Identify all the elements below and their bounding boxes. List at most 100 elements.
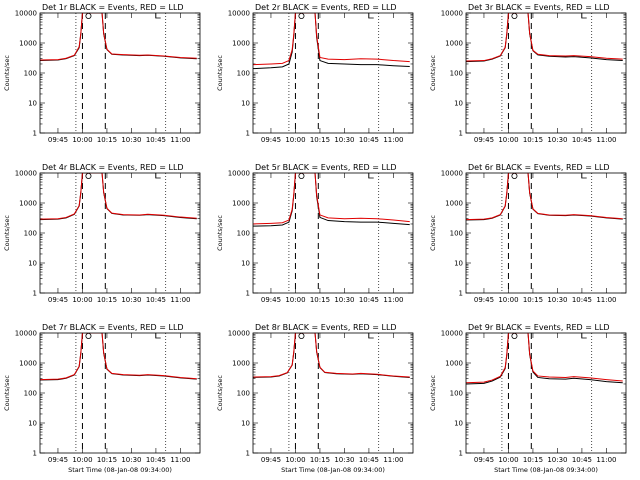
y-tick-label: 1 [246,130,250,138]
plot-frame [252,12,414,134]
circle-marker [85,172,92,179]
x-tick-label: 10:30 [547,136,567,144]
y-tick-label: 1000 [232,360,250,368]
y-tick-label: 100 [24,70,37,78]
x-tick-label: 11:00 [383,296,403,304]
x-tick-label: 10:15 [310,136,330,144]
y-tick-label: 10 [28,100,37,108]
y-tick-label: 10 [28,420,37,428]
series-line-events [466,173,623,221]
y-tick-label: 10000 [15,170,37,178]
x-tick-label: 10:45 [359,296,379,304]
chart-panel-7: Det 7r BLACK = Events, RED = LLD Counts/s… [3,323,201,474]
plot-frame [39,12,201,134]
y-tick-label: 1000 [232,40,250,48]
x-tick-label: 10:30 [121,136,141,144]
chart-panel-4: Det 4r BLACK = Events, RED = LLD Counts/s… [3,163,201,304]
y-tick-label: 10 [454,100,463,108]
y-tick-label: 10 [241,260,250,268]
x-tick-label: 10:30 [334,136,354,144]
plot-frame [39,172,201,294]
chart-panel-6: Det 6r BLACK = Events, RED = LLD Counts/s… [429,163,627,304]
bracket-marker [581,333,587,339]
y-tick-label: 100 [24,230,37,238]
panel-title: Det 7r BLACK = Events, RED = LLD [42,323,184,332]
y-axis-label: Counts/sec [3,375,11,411]
y-tick-label: 1 [33,130,37,138]
y-axis-label: Counts/sec [429,215,437,251]
x-tick-label: 09:45 [261,296,281,304]
y-tick-label: 1 [459,290,463,298]
circle-marker [298,332,305,339]
y-tick-label: 10 [28,260,37,268]
y-tick-label: 1000 [445,360,463,368]
y-axis-label: Counts/sec [216,215,224,251]
plot-frame [252,172,414,294]
circle-marker [298,172,305,179]
chart-panel-1: Det 1r BLACK = Events, RED = LLD Counts/s… [3,3,201,144]
x-tick-label: 10:15 [97,296,117,304]
series-line-lld [466,173,623,221]
y-tick-label: 1 [33,290,37,298]
y-tick-label: 100 [237,70,250,78]
x-tick-label: 10:45 [146,296,166,304]
y-tick-label: 1000 [19,360,37,368]
x-tick-label: 10:00 [498,456,518,464]
series-line-lld [466,333,623,384]
x-tick-label: 10:00 [498,296,518,304]
bracket-marker [155,173,161,179]
x-tick-label: 09:45 [474,296,494,304]
bracket-marker [155,333,161,339]
x-tick-label: 10:30 [121,456,141,464]
bracket-marker [368,333,374,339]
y-tick-label: 100 [237,390,250,398]
x-tick-label: 10:15 [310,296,330,304]
y-tick-label: 100 [450,230,463,238]
bracket-marker [368,13,374,19]
y-tick-label: 1 [246,450,250,458]
chart-panel-2: Det 2r BLACK = Events, RED = LLD Counts/s… [216,3,414,144]
series-line-events [253,13,410,70]
bracket-marker [581,173,587,179]
x-tick-label: 10:30 [334,296,354,304]
y-tick-label: 10000 [228,330,250,338]
circle-marker [511,12,518,19]
y-tick-label: 1000 [19,200,37,208]
x-tick-label: 10:30 [121,296,141,304]
plot-frame [252,332,414,454]
x-tick-label: 09:45 [261,456,281,464]
y-axis-label: Counts/sec [429,55,437,91]
x-axis-label: Start Time (08-Jan-08 09:34:00) [68,466,172,474]
y-axis-label: Counts/sec [429,375,437,411]
y-tick-label: 10 [454,260,463,268]
y-tick-label: 10 [241,100,250,108]
y-tick-label: 100 [24,390,37,398]
x-tick-label: 10:15 [97,136,117,144]
y-tick-label: 1 [459,130,463,138]
x-tick-label: 10:00 [72,456,92,464]
x-tick-label: 11:00 [170,296,190,304]
series-line-events [40,13,197,62]
y-tick-label: 10000 [441,330,463,338]
circle-marker [298,12,305,19]
y-tick-label: 100 [237,230,250,238]
y-tick-label: 1 [246,290,250,298]
chart-panel-5: Det 5r BLACK = Events, RED = LLD Counts/s… [216,163,414,304]
circle-marker [85,12,92,19]
panel-title: Det 9r BLACK = Events, RED = LLD [468,323,610,332]
y-tick-label: 1000 [445,40,463,48]
x-tick-label: 10:30 [334,456,354,464]
chart-panel-3: Det 3r BLACK = Events, RED = LLD Counts/s… [429,3,627,144]
panel-title: Det 3r BLACK = Events, RED = LLD [468,3,610,12]
x-tick-label: 10:15 [97,456,117,464]
x-tick-label: 10:00 [285,456,305,464]
series-line-lld [253,333,410,378]
x-tick-label: 10:45 [572,296,592,304]
panel-title: Det 8r BLACK = Events, RED = LLD [255,323,397,332]
series-line-lld [40,13,197,61]
x-tick-label: 11:00 [170,456,190,464]
y-tick-label: 1000 [232,200,250,208]
y-tick-label: 10000 [15,10,37,18]
chart-panel-8: Det 8r BLACK = Events, RED = LLD Counts/s… [216,323,414,474]
y-axis-label: Counts/sec [3,55,11,91]
